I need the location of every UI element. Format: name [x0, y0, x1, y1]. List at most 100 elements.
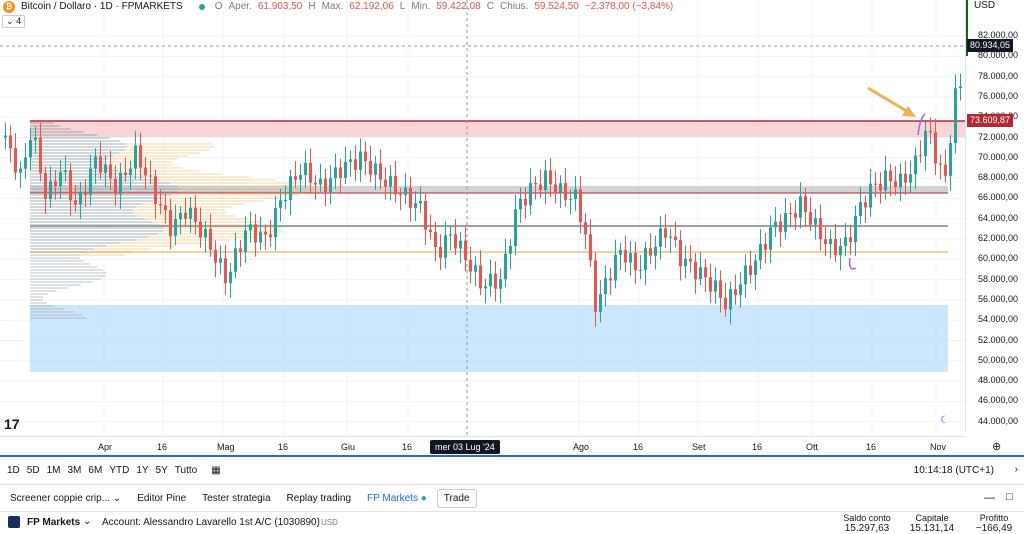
annotation-curve-bottom [848, 257, 857, 270]
range-3m-button[interactable]: 3M [67, 465, 82, 476]
candle-body [349, 159, 352, 162]
volume-profile-bar [162, 227, 283, 229]
candle-body [849, 237, 852, 242]
low-label: L [399, 1, 406, 12]
tab-strategy-tester[interactable]: Tester strategia [202, 493, 271, 504]
range-ytd-button[interactable]: YTD [109, 465, 130, 476]
broker-name[interactable]: FP Markets [27, 517, 81, 528]
tab-fp-markets[interactable]: FP Markets ● [361, 490, 433, 507]
volume-profile-bar [30, 158, 108, 160]
tab-replay-trading[interactable]: Replay trading [286, 493, 352, 504]
close-label: C [486, 1, 494, 12]
candle-body [719, 280, 722, 298]
volume-profile-bar [143, 203, 246, 205]
volume-profile-bar [30, 236, 149, 238]
range-1m-button[interactable]: 1M [46, 465, 61, 476]
profit-title: Profitto [979, 513, 1009, 523]
candle-body [229, 271, 232, 284]
candle-body [29, 139, 32, 158]
expand-icon[interactable]: □ [1006, 491, 1013, 503]
candle-body [34, 137, 37, 140]
axis-settings-icon[interactable]: ⊕ [992, 441, 1002, 453]
candle-body [369, 161, 372, 175]
candle-body [954, 88, 957, 143]
candle-body [929, 130, 932, 133]
candle-body [419, 200, 422, 204]
candle-body [749, 265, 752, 275]
range-all-button[interactable]: Tutto [174, 465, 198, 476]
volume-profile-bar [30, 212, 134, 214]
trade-button[interactable]: Trade [436, 489, 477, 508]
currency-label[interactable]: USD [974, 0, 996, 11]
candle-body [714, 280, 717, 292]
time-tick-label: 16 [752, 442, 763, 452]
tab-crypto-screener[interactable]: Screener coppie crip... ⌄ [4, 490, 127, 507]
chevron-right-icon[interactable]: › [1014, 464, 1018, 475]
indicator-count: 4 [16, 16, 22, 26]
range-6m-button[interactable]: 6M [88, 465, 103, 476]
candle-body [429, 229, 432, 232]
range-1y-button[interactable]: 1Y [136, 465, 149, 476]
candle-body [104, 164, 107, 173]
candle-body [474, 265, 477, 272]
indicators-toggle[interactable]: ⌄ 4 [2, 15, 26, 28]
candle-body [914, 155, 917, 175]
candle-body [879, 183, 882, 191]
price-tick-label: 52.000,00 [978, 334, 1019, 345]
go-to-date-icon[interactable]: ▦ [211, 465, 221, 476]
range-5y-button[interactable]: 5Y [155, 465, 168, 476]
candle-body [799, 196, 802, 218]
tab-pine-editor[interactable]: Editor Pine [137, 493, 187, 504]
price-tick-label: 70.000,00 [978, 151, 1019, 162]
price-tick-label: 80.000,00 [978, 50, 1019, 61]
volume-profile-bar [30, 254, 80, 256]
volume-profile-bar [30, 191, 179, 193]
candle-body [554, 184, 557, 193]
range-1d-button[interactable]: 1D [7, 465, 20, 476]
candle-body [454, 234, 457, 249]
volume-profile-bar [131, 173, 223, 175]
account-label[interactable]: Account: Alessandro Lavarello 1st A/C (1… [102, 517, 320, 528]
volume-profile-bar [30, 272, 107, 274]
volume-profile-bar [30, 140, 120, 142]
candle-body [359, 151, 362, 170]
volume-profile-bar [30, 281, 93, 283]
annotation-curve-top [917, 113, 926, 136]
volume-profile-bar [30, 134, 98, 136]
price-chart[interactable]: 17 [0, 0, 965, 436]
time-tick-label: Ott [806, 442, 819, 452]
time-tick-label: 16 [402, 442, 413, 452]
volume-profile-bar [30, 293, 48, 295]
candle-body [99, 156, 102, 173]
price-axis[interactable]: 82.000,0080.000,0078.000,0076.000,0074.0… [965, 0, 1024, 432]
candle-body [559, 183, 562, 193]
candle-body [424, 200, 427, 230]
candle-body [784, 213, 787, 232]
candle-body [704, 267, 707, 278]
price-tick-label: 46.000,00 [978, 395, 1019, 406]
volume-profile-bar [157, 233, 273, 235]
night-mode-icon[interactable]: ☾ [940, 415, 949, 426]
volume-profile-bar [79, 254, 125, 256]
time-axis[interactable]: Apr 16 Mag 16 Giu 16 Ago 16 Set 16 Ott 16 Nov [0, 436, 965, 456]
candle-body [129, 168, 132, 176]
candle-body [394, 175, 397, 195]
clock[interactable]: 10:14:18 (UTC+1) [913, 465, 994, 476]
range-5d-button[interactable]: 5D [26, 465, 40, 476]
candle-body [659, 228, 662, 247]
candle-body [139, 145, 142, 168]
candle-body [9, 135, 12, 149]
volume-profile-bar [30, 302, 47, 304]
volume-profile-bar [30, 221, 153, 223]
volume-profile-bar [30, 317, 87, 319]
candle-body [754, 260, 757, 275]
minimize-icon[interactable]: — [984, 492, 995, 504]
candle-body [119, 172, 122, 195]
volume-profile-bar [30, 131, 84, 133]
candle-body [479, 265, 482, 289]
candle-body [469, 259, 472, 272]
symbol-title[interactable]: Bitcoin / Dollaro · 1D · FPMARKETS [21, 1, 183, 12]
time-tick-label: Nov [930, 442, 947, 452]
chevron-down-icon[interactable]: ⌄ [83, 516, 92, 527]
candle-body [744, 265, 747, 285]
